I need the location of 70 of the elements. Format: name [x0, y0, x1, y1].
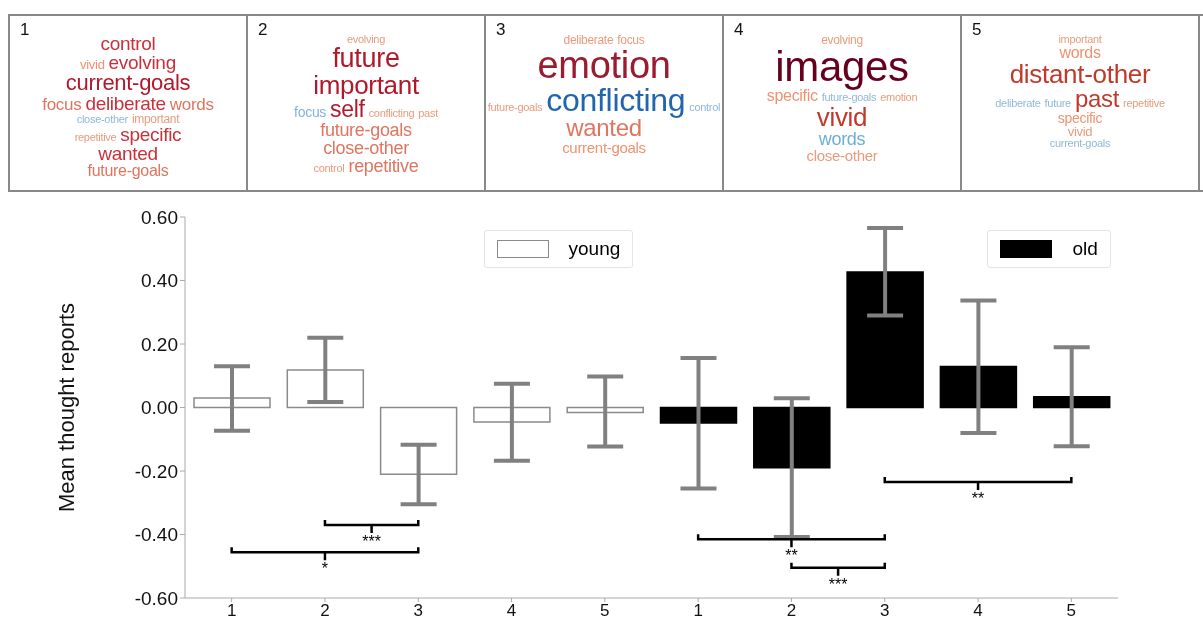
- text: specific: [120, 124, 182, 145]
- annotation: *: [321, 560, 329, 578]
- text: 4: [734, 20, 744, 40]
- text: future-goals: [320, 120, 412, 140]
- text: 3: [496, 20, 506, 40]
- text: close-other: [323, 138, 409, 158]
- annotation: ***: [362, 532, 381, 550]
- y-tick-label: 0.00: [141, 397, 178, 419]
- text: current-goals: [1049, 137, 1111, 149]
- bar: [846, 271, 924, 409]
- bar: [659, 406, 738, 424]
- text: control: [313, 162, 345, 174]
- text: future-goals: [487, 101, 543, 113]
- y-axis-title: Mean thought reports: [53, 302, 79, 513]
- text: vivid: [1067, 124, 1093, 139]
- x-tick-label: 3: [880, 601, 890, 621]
- text: vivid: [80, 57, 105, 72]
- legend-label: young: [568, 238, 621, 260]
- y-tick-label: 0.60: [141, 206, 178, 228]
- text: words: [1059, 44, 1101, 61]
- text: conflicting: [368, 107, 415, 119]
- text: future-goals: [821, 91, 877, 103]
- x-tick-label: 3: [413, 601, 423, 621]
- y-tick-label: 0.20: [141, 333, 178, 355]
- text: vivid: [816, 102, 868, 132]
- text: specific: [766, 87, 818, 104]
- text: control: [689, 101, 721, 113]
- text: words: [818, 129, 866, 149]
- y-tick-label: -0.20: [134, 460, 178, 482]
- text: past: [418, 107, 438, 119]
- text: current-goals: [562, 139, 646, 156]
- text: focus: [294, 104, 327, 120]
- text: important: [313, 70, 419, 100]
- text: 5: [972, 20, 982, 40]
- x-tick-label: 4: [506, 601, 517, 621]
- text: focus: [42, 95, 82, 114]
- x-tick-label: 1: [693, 601, 703, 621]
- text: repetitive: [1123, 97, 1165, 109]
- text: 2: [258, 20, 268, 40]
- text: control: [100, 33, 156, 54]
- text: deliberate: [563, 33, 614, 47]
- y-tick-label: -0.40: [134, 524, 178, 546]
- text: repetitive: [74, 131, 117, 143]
- text: focus: [617, 33, 645, 47]
- legend-label: old: [1072, 238, 1098, 260]
- text: evolving: [347, 33, 385, 45]
- text: close-other: [76, 113, 128, 125]
- annotation: ***: [828, 575, 848, 593]
- annotation: **: [785, 547, 798, 565]
- x-tick-label: 2: [786, 601, 797, 621]
- x-tick-label: 2: [320, 601, 330, 621]
- text: future-goals: [87, 162, 169, 179]
- text: future: [1044, 97, 1071, 109]
- x-tick-label: 4: [973, 601, 983, 621]
- text: important: [131, 112, 180, 126]
- text: repetitive: [348, 156, 419, 176]
- x-tick-label: 5: [600, 601, 610, 621]
- text: 1: [20, 20, 30, 40]
- text: emotion: [880, 91, 918, 103]
- x-tick-label: 5: [1066, 601, 1077, 621]
- text: words: [169, 95, 214, 114]
- bar: [1032, 395, 1111, 409]
- text: deliberate: [995, 97, 1041, 109]
- y-tick-label: 0.40: [141, 270, 178, 292]
- annotation: **: [971, 490, 985, 508]
- y-tick-label: -0.60: [134, 587, 178, 609]
- x-tick-label: 1: [226, 601, 237, 621]
- text: evolving: [108, 52, 176, 73]
- text: important: [1058, 33, 1102, 45]
- text: close-other: [806, 147, 878, 164]
